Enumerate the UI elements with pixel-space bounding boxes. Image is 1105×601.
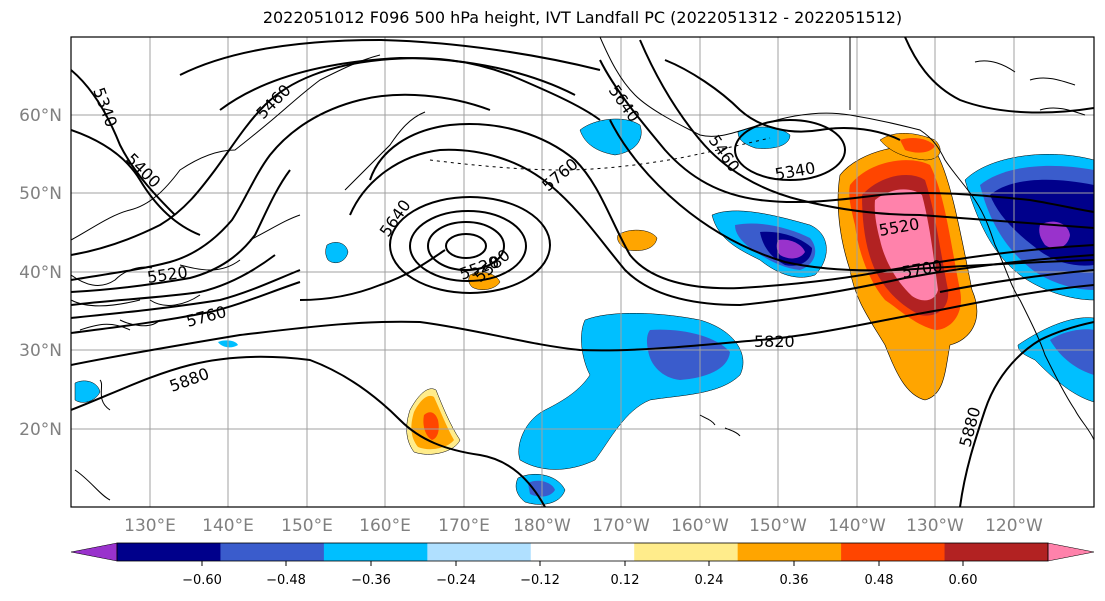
lat-label: 60°N <box>19 106 62 126</box>
ivt-positive-south-red <box>423 412 439 440</box>
contour-5880-west <box>71 355 546 507</box>
contour-5460-east <box>599 59 1094 213</box>
colorbar-swatch <box>220 543 325 561</box>
colorbar-swatch <box>841 543 946 561</box>
colorbar-tick-label: −0.12 <box>520 573 560 588</box>
latitude-labels: 60°N 50°N 40°N 30°N 20°N <box>19 106 62 440</box>
ivt-plume-pink <box>874 189 938 301</box>
colorbar-tick-label: −0.36 <box>351 573 391 588</box>
lon-label: 130°E <box>124 516 176 536</box>
map-frame <box>70 36 1095 508</box>
longitude-labels: 130°E 140°E 150°E 160°E 170°E 180°W 170°… <box>124 516 1043 536</box>
colorbar-min-arrow <box>70 542 118 562</box>
contour-low-2 <box>427 221 505 271</box>
lon-label: 180°W <box>513 516 571 536</box>
plot-title: 2022051012 F096 500 hPa height, IVT Land… <box>262 8 903 27</box>
contour-label: 5820 <box>754 332 795 351</box>
contour-5640-west <box>71 254 276 306</box>
contour-north-top <box>179 38 601 76</box>
colorbar-tick-label: −0.24 <box>436 573 476 588</box>
colorbar: −0.60 −0.48 −0.36 −0.24 −0.12 0.12 0.24 … <box>70 542 1095 588</box>
contour-low-inner <box>445 233 487 259</box>
colorbar-ticks: −0.60 −0.48 −0.36 −0.24 −0.12 0.12 0.24 … <box>182 561 977 588</box>
contour-north-2 <box>219 56 576 111</box>
map-panel: 5340 5400 5460 5520 5760 5880 5640 5520 … <box>71 37 1094 507</box>
contour-5700-mid <box>349 148 1094 307</box>
ivt-positive-alaska-red <box>900 138 935 153</box>
contour-5760-mid <box>299 249 446 301</box>
contour-low-3 <box>409 210 527 282</box>
lat-label: 40°N <box>19 263 62 283</box>
ivt-negative-namerica-core <box>990 179 1094 266</box>
contour-alaska-loop <box>664 59 901 141</box>
contour-5700-west <box>71 269 301 319</box>
colorbar-swatch <box>944 543 1049 561</box>
colorbar-tick-label: −0.60 <box>182 573 222 588</box>
colorbar-swatch <box>323 543 428 561</box>
colorbar-swatches <box>117 543 1049 561</box>
lon-label: 130°W <box>906 516 964 536</box>
colorbar-tick-label: 0.36 <box>780 573 809 588</box>
coast-kamchatka <box>344 111 426 191</box>
colorbar-swatch <box>117 543 221 561</box>
colorbar-swatch <box>427 543 532 561</box>
height-contours <box>71 37 1094 507</box>
lon-label: 160°W <box>671 516 729 536</box>
colorbar-max-arrow <box>1047 542 1095 562</box>
contour-east-lower <box>939 269 1094 293</box>
contour-low-4 <box>389 196 551 294</box>
ivt-negative-south-inner <box>646 329 730 380</box>
coast-alaska <box>599 37 1094 441</box>
lon-label: 150°W <box>749 516 807 536</box>
colorbar-frame <box>116 542 1049 562</box>
lon-label: 120°W <box>985 516 1043 536</box>
lat-label: 20°N <box>19 420 62 440</box>
lat-label: 50°N <box>19 184 62 204</box>
colorbar-swatch <box>737 543 842 561</box>
colorbar-tick-label: 0.48 <box>865 573 894 588</box>
contour-5520-west <box>71 93 491 281</box>
ivt-negative-japan <box>325 242 349 263</box>
contour-5340-gulf <box>734 119 846 181</box>
contour-5640-mid <box>369 123 1094 290</box>
contour-5400-west <box>71 129 201 236</box>
ivt-positive-central <box>617 229 658 251</box>
contour-5340-west <box>71 69 176 216</box>
contour-5880-east <box>959 321 1094 507</box>
contour-5580-east <box>609 119 1094 272</box>
contour-5820 <box>71 284 1094 366</box>
colorbar-tick-label: −0.48 <box>266 573 306 588</box>
lon-label: 160°E <box>359 516 411 536</box>
contour-5760-west <box>71 281 301 334</box>
lon-label: 170°W <box>592 516 650 536</box>
lon-label: 140°W <box>828 516 886 536</box>
lat-label: 30°N <box>19 341 62 361</box>
colorbar-tick-label: 0.12 <box>611 573 640 588</box>
contour-5580-west <box>71 169 291 293</box>
ivt-shading <box>74 118 1094 505</box>
contour-northeast <box>904 37 1094 114</box>
coast-asia <box>71 54 381 501</box>
lon-label: 140°E <box>202 516 254 536</box>
contour-5520-east <box>639 39 1094 229</box>
contour-5460 <box>71 57 601 256</box>
coast-hawaii <box>699 414 741 437</box>
colorbar-swatch <box>634 543 739 561</box>
ivt-negative-150w-min <box>776 239 805 259</box>
colorbar-tick-label: 0.24 <box>695 573 724 588</box>
lon-label: 150°E <box>281 516 333 536</box>
ivt-negative-mexico-inner <box>1050 329 1094 375</box>
coast-canada <box>849 37 1086 116</box>
ivt-negative-west-edge <box>74 380 101 403</box>
colorbar-swatch <box>530 543 635 561</box>
colorbar-tick-label: 0.60 <box>949 573 978 588</box>
lon-label: 170°E <box>438 516 490 536</box>
ivt-negative-namerica-min <box>1039 221 1070 249</box>
